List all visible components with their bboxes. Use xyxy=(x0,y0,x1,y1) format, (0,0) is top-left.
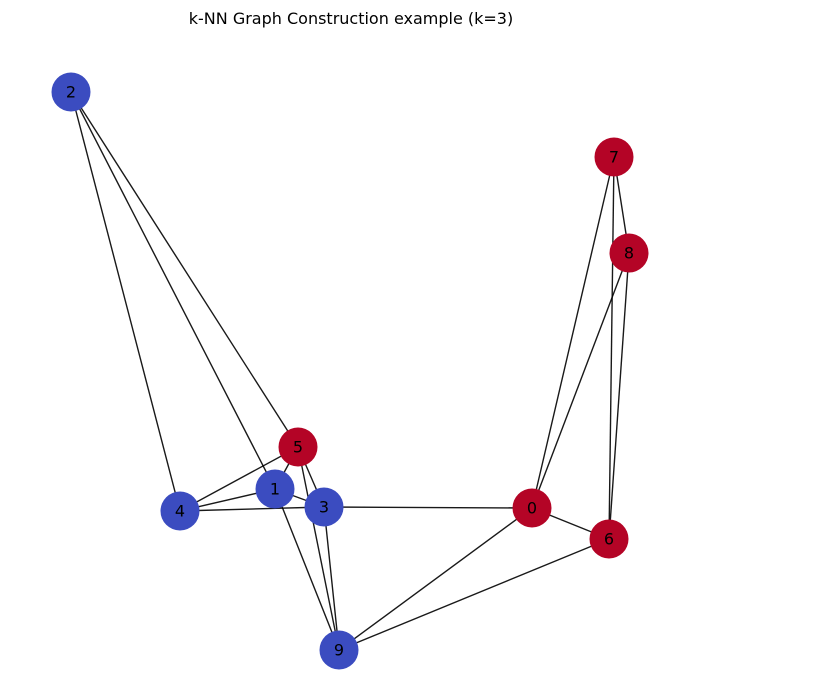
node-circle-0 xyxy=(512,488,552,528)
edge-6-9 xyxy=(338,538,610,651)
node-8: 8 xyxy=(609,233,649,273)
edge-5-4 xyxy=(179,446,299,512)
node-2: 2 xyxy=(51,72,91,112)
node-9: 9 xyxy=(319,630,359,670)
node-circle-3 xyxy=(304,487,344,527)
edge-3-9 xyxy=(323,506,340,651)
node-circle-4 xyxy=(160,491,200,531)
node-3: 3 xyxy=(304,487,344,527)
edge-4-3 xyxy=(179,506,325,512)
edge-2-4 xyxy=(70,91,181,512)
edge-8-6 xyxy=(608,252,630,540)
node-label-6: 6 xyxy=(604,530,614,549)
node-label-7: 7 xyxy=(609,148,619,167)
node-circle-2 xyxy=(51,72,91,112)
node-label-5: 5 xyxy=(293,438,303,457)
node-label-8: 8 xyxy=(624,244,634,263)
node-circle-9 xyxy=(319,630,359,670)
edge-8-0 xyxy=(531,252,630,509)
node-1: 1 xyxy=(255,469,295,509)
node-circle-1 xyxy=(255,469,295,509)
node-label-1: 1 xyxy=(270,480,280,499)
nodes-layer: 0 1 2 3 4 5 6 7 8 9 xyxy=(51,72,649,670)
edge-3-0 xyxy=(323,506,533,509)
node-label-0: 0 xyxy=(527,499,537,518)
edges-layer xyxy=(70,91,630,651)
node-0: 0 xyxy=(512,488,552,528)
node-circle-7 xyxy=(594,137,634,177)
node-4: 4 xyxy=(160,491,200,531)
edge-0-9 xyxy=(338,507,533,651)
node-5: 5 xyxy=(278,427,318,467)
edge-5-9 xyxy=(297,446,340,651)
chart-title: k-NN Graph Construction example (k=3) xyxy=(189,9,513,28)
node-7: 7 xyxy=(594,137,634,177)
node-6: 6 xyxy=(589,519,629,559)
edge-2-1 xyxy=(70,91,276,490)
node-label-9: 9 xyxy=(334,641,344,660)
edge-2-5 xyxy=(70,91,299,448)
node-circle-5 xyxy=(278,427,318,467)
edge-7-0 xyxy=(531,156,615,509)
node-label-3: 3 xyxy=(319,498,329,517)
edge-1-9 xyxy=(274,488,340,651)
edge-7-6 xyxy=(608,156,615,540)
node-circle-6 xyxy=(589,519,629,559)
node-circle-8 xyxy=(609,233,649,273)
node-label-4: 4 xyxy=(175,502,185,521)
node-label-2: 2 xyxy=(66,83,76,102)
